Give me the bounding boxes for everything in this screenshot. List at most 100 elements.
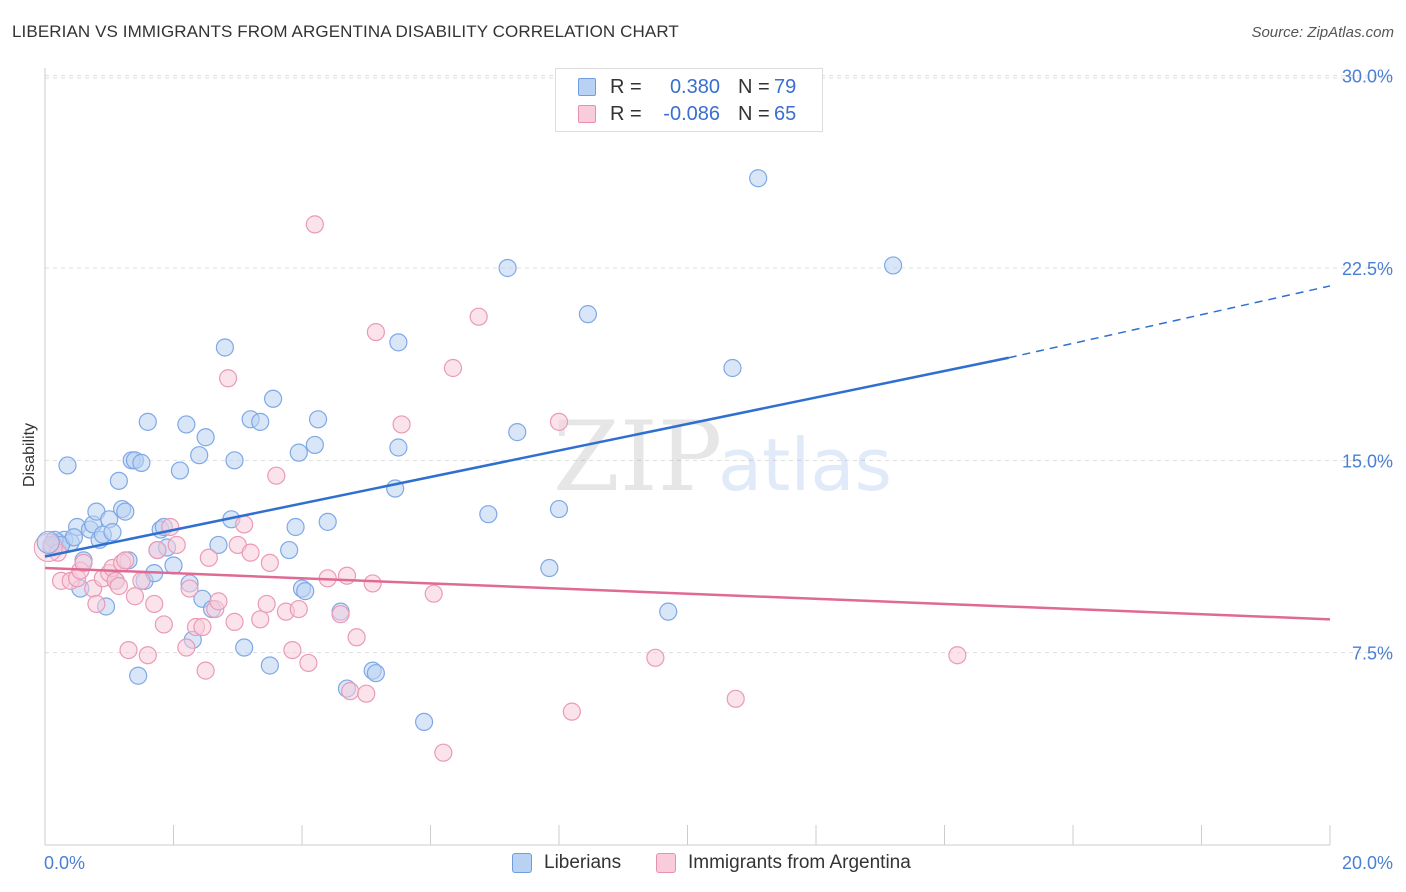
data-point-liberians xyxy=(883,256,903,275)
data-point-argentina xyxy=(283,640,302,660)
watermark-atlas: atlas xyxy=(718,423,892,507)
legend-n-value: 65 xyxy=(774,102,797,125)
data-point-liberians xyxy=(235,638,254,657)
data-point-liberians xyxy=(723,358,742,378)
data-point-liberians xyxy=(318,512,337,531)
data-point-argentina xyxy=(109,576,128,596)
data-point-liberians xyxy=(109,471,128,490)
data-point-liberians xyxy=(64,528,84,547)
legend-n-label: N = xyxy=(738,102,770,125)
data-points xyxy=(33,169,967,762)
data-point-liberians xyxy=(286,517,305,537)
data-point-liberians xyxy=(196,428,215,447)
data-point-argentina xyxy=(434,743,453,762)
y-tick-label: 30.0% xyxy=(1342,67,1393,87)
legend-row-argentina: R = -0.086 N = 65 xyxy=(578,101,796,127)
data-point-argentina xyxy=(209,592,228,611)
data-point-liberians xyxy=(170,461,190,480)
data-point-liberians xyxy=(508,423,527,442)
data-point-argentina xyxy=(562,702,581,721)
data-point-argentina xyxy=(341,682,360,701)
data-point-argentina xyxy=(148,540,167,560)
data-point-liberians xyxy=(215,338,234,357)
data-point-liberians xyxy=(549,499,569,519)
grid-lines xyxy=(45,75,1392,654)
data-point-liberians xyxy=(260,656,279,675)
legend-item-liberians[interactable]: Liberians xyxy=(512,852,621,874)
data-point-liberians xyxy=(479,505,498,524)
data-point-argentina xyxy=(180,579,199,598)
data-point-liberians xyxy=(58,456,77,475)
legend-r-label: R = xyxy=(610,75,642,98)
data-point-liberians xyxy=(164,556,183,575)
data-point-argentina xyxy=(299,653,318,673)
data-point-argentina xyxy=(125,587,145,606)
data-point-argentina xyxy=(357,684,376,703)
data-point-liberians xyxy=(103,523,122,542)
data-point-liberians xyxy=(225,451,244,470)
data-point-argentina xyxy=(219,369,238,388)
trend-line-argentina xyxy=(44,566,1331,621)
data-point-argentina xyxy=(646,648,665,667)
data-point-argentina xyxy=(119,640,138,660)
data-point-argentina xyxy=(199,548,218,567)
series-legend: Liberians Immigrants from Argentina xyxy=(0,852,1406,878)
legend-swatch-liberians xyxy=(578,78,596,96)
trend-line-liberians-projection xyxy=(1008,285,1331,359)
data-point-argentina xyxy=(549,412,569,431)
data-point-argentina xyxy=(363,574,382,593)
data-point-argentina xyxy=(74,553,93,573)
data-point-liberians xyxy=(177,415,196,434)
data-point-argentina xyxy=(948,646,967,665)
legend-row-liberians: R = 0.380 N = 79 xyxy=(578,74,796,100)
legend-r-value: -0.086 xyxy=(663,102,720,125)
axes xyxy=(44,68,1331,846)
data-point-liberians xyxy=(116,502,135,521)
data-point-argentina xyxy=(424,584,443,603)
data-point-argentina xyxy=(305,215,324,234)
legend-n-value: 79 xyxy=(774,75,797,98)
trend-line-liberians xyxy=(44,356,1010,558)
legend-swatch-argentina xyxy=(578,105,596,123)
legend-swatch-liberians xyxy=(512,853,532,873)
data-point-liberians xyxy=(190,446,209,465)
data-point-argentina xyxy=(154,615,173,634)
data-point-liberians xyxy=(289,443,308,462)
y-axis-label: Disability xyxy=(21,423,38,487)
data-point-liberians xyxy=(749,169,768,188)
y-tick-label: 15.0% xyxy=(1342,451,1393,471)
watermark-zip: ZIP xyxy=(553,401,722,513)
legend-item-argentina[interactable]: Immigrants from Argentina xyxy=(656,852,911,874)
x-tick-label-min: 0.0% xyxy=(44,853,85,873)
data-point-liberians xyxy=(389,438,408,457)
data-point-argentina xyxy=(241,543,260,562)
data-point-liberians xyxy=(129,666,148,685)
y-tick-label: 22.5% xyxy=(1342,259,1393,279)
source-label: Source: ZipAtlas.com xyxy=(1251,24,1394,41)
data-point-argentina xyxy=(225,612,244,631)
watermark: ZIP atlas xyxy=(553,401,892,513)
data-point-liberians xyxy=(305,435,324,455)
data-point-argentina xyxy=(260,553,279,573)
data-point-liberians xyxy=(414,712,434,732)
data-point-liberians xyxy=(308,410,328,429)
data-point-argentina xyxy=(726,689,745,708)
tick-labels: 7.5% 15.0% 22.5% 30.0% 0.0% 20.0% xyxy=(44,67,1393,873)
legend-r-value: 0.380 xyxy=(669,75,720,98)
data-point-liberians xyxy=(366,664,385,683)
data-point-liberians xyxy=(296,582,315,601)
legend-label-liberians: Liberians xyxy=(544,852,622,873)
data-point-argentina xyxy=(443,358,463,378)
chart-title: LIBERIAN VS IMMIGRANTS FROM ARGENTINA DI… xyxy=(12,22,679,41)
data-point-liberians xyxy=(251,412,270,431)
legend-n-label: N = xyxy=(738,75,770,98)
data-point-liberians xyxy=(209,535,228,555)
data-point-argentina xyxy=(235,515,254,534)
data-point-liberians xyxy=(578,305,598,324)
data-point-argentina xyxy=(145,594,164,614)
data-point-argentina xyxy=(366,322,385,342)
data-point-argentina xyxy=(177,638,196,657)
data-point-liberians xyxy=(498,258,517,278)
data-point-liberians xyxy=(263,389,283,408)
